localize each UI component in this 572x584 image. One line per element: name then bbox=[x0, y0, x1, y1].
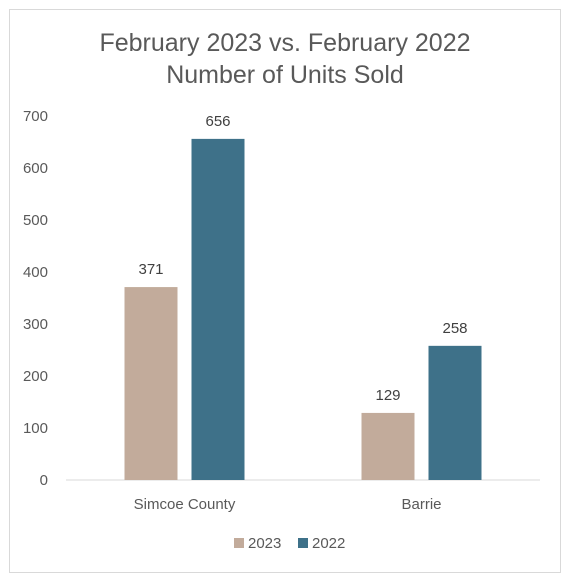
legend: 2023 2022 bbox=[234, 535, 345, 552]
bar-2022-barrie bbox=[428, 345, 482, 480]
data-label: 371 bbox=[138, 261, 163, 278]
y-tick-label: 600 bbox=[23, 160, 48, 177]
x-category-label: Barrie bbox=[401, 496, 441, 513]
legend-swatch bbox=[298, 538, 308, 548]
y-axis: 0 100 200 300 400 500 600 700 bbox=[23, 108, 48, 489]
data-label: 129 bbox=[375, 387, 400, 404]
y-tick-label: 500 bbox=[23, 212, 48, 229]
x-category-label: Simcoe County bbox=[134, 496, 236, 513]
y-tick-label: 100 bbox=[23, 420, 48, 437]
data-label: 258 bbox=[442, 320, 467, 337]
data-label: 656 bbox=[205, 113, 230, 130]
bar-2023-barrie bbox=[361, 412, 415, 480]
chart-title-line-1: February 2023 vs. February 2022 bbox=[99, 29, 470, 57]
y-tick-label: 0 bbox=[40, 472, 48, 489]
legend-label: 2022 bbox=[312, 535, 345, 552]
y-tick-label: 300 bbox=[23, 316, 48, 333]
x-axis: Simcoe County Barrie bbox=[66, 479, 540, 513]
y-tick-label: 200 bbox=[23, 368, 48, 385]
chart-title-line-2: Number of Units Sold bbox=[166, 61, 404, 89]
y-tick-label: 700 bbox=[23, 108, 48, 125]
data-labels: 371 656 129 258 bbox=[138, 113, 467, 404]
legend-label: 2023 bbox=[248, 535, 281, 552]
legend-swatch bbox=[234, 538, 244, 548]
bar-2023-simcoe-county bbox=[124, 287, 178, 480]
bars bbox=[124, 138, 482, 480]
y-tick-label: 400 bbox=[23, 264, 48, 281]
bar-2022-simcoe-county bbox=[191, 138, 245, 480]
